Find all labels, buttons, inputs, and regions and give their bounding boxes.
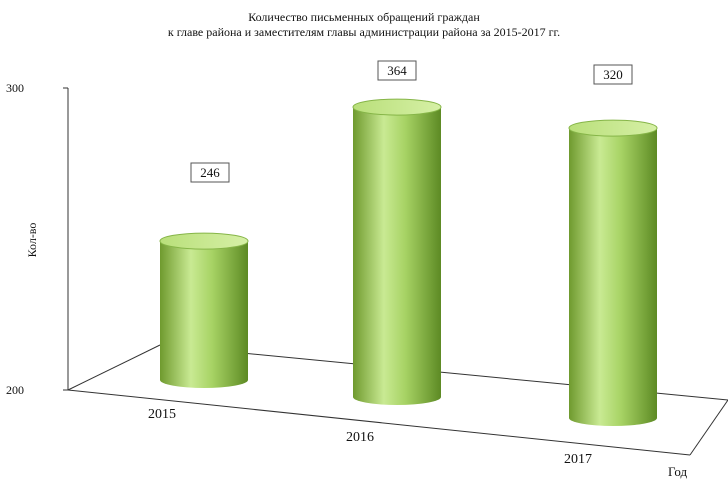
- y-axis-label: Кол-во: [25, 223, 39, 258]
- bar-body: [353, 107, 441, 405]
- x-tick-label-2016: 2016: [346, 430, 374, 445]
- data-label-box: [593, 64, 633, 85]
- bar-top: [159, 232, 249, 250]
- bar-top: [568, 119, 658, 137]
- data-label-text: 246: [200, 165, 220, 180]
- floor-left-edge: [67, 344, 161, 391]
- data-label-2015: 246: [190, 162, 230, 183]
- data-label-text: 320: [603, 67, 623, 82]
- data-label-2016: 364: [377, 60, 417, 81]
- data-label-text: 364: [387, 63, 407, 78]
- bar-body: [160, 241, 248, 388]
- x-axis-line: [67, 389, 691, 456]
- bar-2015: [159, 232, 249, 388]
- y-tick-label-200: 200: [6, 383, 24, 397]
- bar-2017: [568, 119, 658, 426]
- chart-title: Количество письменных обращений граждан: [248, 10, 480, 24]
- bar-top: [352, 98, 442, 116]
- x-tick-label-2017: 2017: [564, 452, 592, 467]
- data-label-box: [377, 60, 417, 81]
- data-label-box: [190, 162, 230, 183]
- bar-body: [569, 128, 657, 426]
- x-axis-label: Год: [668, 464, 687, 479]
- data-label-2017: 320: [593, 64, 633, 85]
- axes: 300 200 Кол-во Год: [6, 81, 728, 479]
- x-tick-label-2015: 2015: [148, 407, 176, 422]
- bar-2016: [352, 98, 442, 405]
- chart-subtitle: к главе района и заместителям главы адми…: [167, 25, 561, 39]
- floor-right-edge: [689, 399, 728, 456]
- y-tick-label-300: 300: [6, 81, 24, 95]
